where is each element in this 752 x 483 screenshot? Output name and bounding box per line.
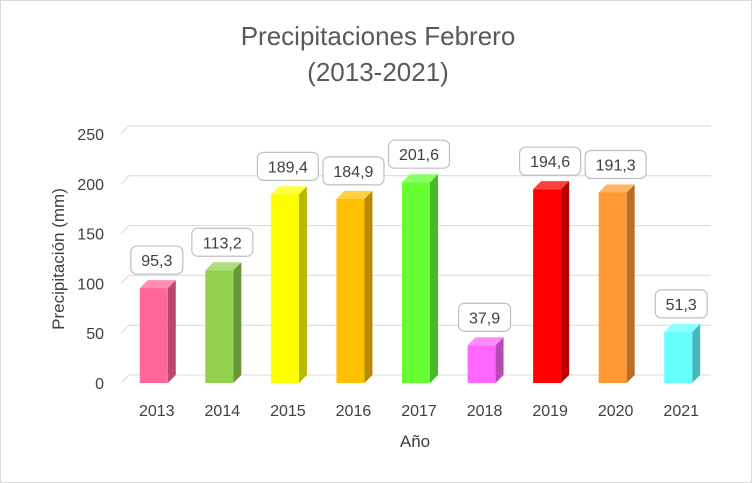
y-axis-ticks: 0 50 100 150 200 250 [77,127,104,393]
gridline [120,374,711,384]
bar-top [664,323,701,332]
bar-top [598,184,635,193]
gridline [120,324,711,334]
bar-top [533,181,570,190]
data-label-box [457,302,512,332]
y-tick-label: 100 [77,276,104,293]
chart-title-line-1: Precipitaciones Febrero [241,21,516,51]
bar-side [626,184,635,383]
data-label-box [256,151,319,181]
chart-title-line-2: (2013-2021) [307,57,449,87]
bar-top [205,262,242,271]
bar-side [364,190,373,383]
bar-2021 [664,323,701,383]
bar-front [467,345,496,383]
data-label-box [191,227,254,257]
bar-2014 [205,262,242,383]
gridlines [120,125,711,384]
data-label: 189,4 [256,151,319,181]
x-tick-label: 2020 [598,403,634,420]
x-tick-label: 2015 [270,403,306,420]
x-tick-label: 2017 [401,403,437,420]
bar-2019 [533,181,570,383]
x-tick-label: 2016 [336,403,372,420]
bar-side [561,181,570,383]
y-axis-title: Precipitación (mm) [49,188,68,330]
data-label-box [130,245,184,275]
bar-front [598,192,627,383]
gridline [120,274,711,284]
data-label: 51,3 [654,289,708,319]
data-label-text: 194,6 [530,154,570,171]
chart-title: Precipitaciones Febrero (2013-2021) [241,21,516,87]
bar-2016 [336,190,373,383]
data-label-text: 189,4 [268,159,308,176]
x-tick-label: 2014 [205,403,241,420]
bar-2015 [270,186,307,383]
bar-top [336,190,373,199]
y-tick-label: 150 [77,227,104,244]
bar-2020 [598,184,635,383]
bar-side [430,174,438,383]
gridline [120,175,711,185]
data-label-box [519,146,582,176]
bar-top [139,280,176,289]
bar-front [205,270,234,383]
bar-top [402,174,438,183]
bar-front [336,198,365,383]
bar-side [692,323,701,383]
bar-front [664,331,693,383]
x-axis-title: Año [400,432,430,451]
data-label-text: 37,9 [469,310,500,327]
gridline [120,225,711,234]
data-label-text: 201,6 [399,147,439,164]
data-label: 191,3 [584,149,647,180]
data-label-box [322,156,385,186]
data-label-text: 51,3 [666,297,697,314]
data-label-text: 95,3 [141,253,172,270]
data-label-box [654,289,708,319]
data-label-text: 191,3 [596,157,636,174]
bar-side [167,280,176,383]
bar-front [533,189,562,383]
data-labels: 95,3 113,2 189,4 184,9 201,6 37,9 194,6 191,3 51… [130,139,708,332]
y-tick-label: 200 [77,177,104,194]
bar-front [402,182,430,383]
bar-2018 [467,337,504,383]
bar-top [270,186,307,195]
gridline [120,125,711,135]
bar-2013 [139,280,176,383]
data-label-box [387,139,451,169]
x-tick-label: 2013 [139,403,175,420]
x-tick-label: 2021 [663,403,699,420]
bar-side [233,262,242,383]
bar-2017 [402,174,438,383]
x-axis-ticks: 2013 2014 2015 2016 2017 2018 2019 2020 2021 [139,403,699,420]
bar-side [495,337,504,383]
bar-side [298,186,307,383]
y-tick-label: 50 [86,326,104,343]
bar-top [467,337,504,346]
bar-front [139,288,168,383]
data-label: 184,9 [322,156,385,186]
x-tick-label: 2018 [467,403,503,420]
data-label: 37,9 [457,302,512,332]
y-tick-label: 250 [77,127,104,144]
y-tick-label: 0 [95,376,104,393]
bar-front [270,194,299,383]
data-label: 113,2 [191,227,254,257]
bars [139,174,701,383]
data-label-text: 184,9 [333,164,373,181]
x-tick-label: 2019 [532,403,568,420]
data-label-text: 113,2 [203,235,242,252]
data-label: 201,6 [387,139,451,169]
data-label: 95,3 [130,245,184,275]
data-label-box [584,149,647,180]
data-label: 194,6 [519,146,582,176]
